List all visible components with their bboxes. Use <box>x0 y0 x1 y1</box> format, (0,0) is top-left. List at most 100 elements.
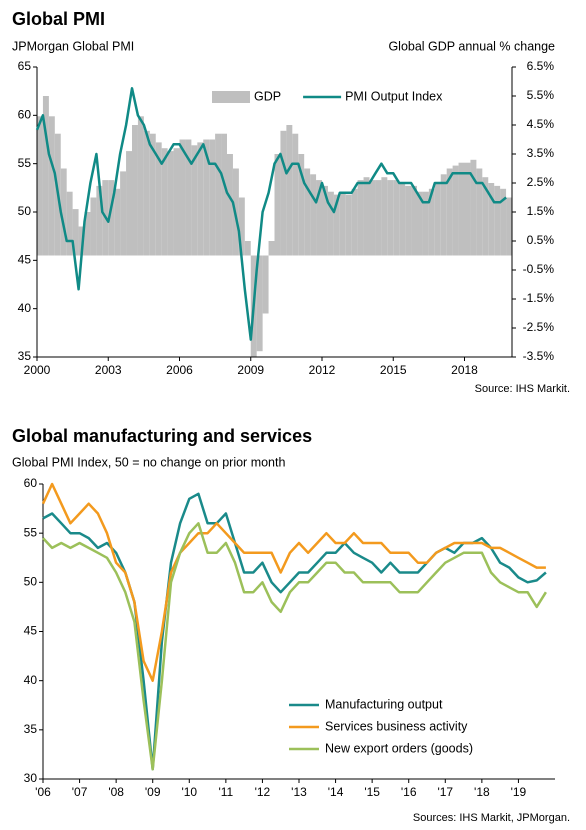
bar <box>244 241 251 256</box>
x-tick-label: '19 <box>511 785 527 799</box>
bar <box>155 142 162 256</box>
y2-tick-label: 5.5% <box>527 88 555 102</box>
bar <box>476 168 483 256</box>
bar <box>280 130 287 256</box>
x-tick-label: '08 <box>108 785 124 799</box>
bar <box>399 183 406 256</box>
legend-swatch <box>212 91 250 103</box>
legend-label: Services business activity <box>325 719 468 733</box>
x-tick-label: 2006 <box>166 363 193 377</box>
bar <box>185 139 192 256</box>
y-tick-label: 40 <box>18 301 32 315</box>
bar <box>292 133 299 256</box>
bar <box>161 148 168 256</box>
y-tick-label: 60 <box>18 108 32 122</box>
x-tick-label: 2015 <box>380 363 407 377</box>
bar <box>167 151 174 256</box>
bar <box>381 177 388 256</box>
bar <box>48 116 55 256</box>
bar <box>209 139 216 256</box>
bar <box>411 185 417 256</box>
bar <box>298 154 305 256</box>
bar <box>197 142 204 256</box>
y-axis-label: JPMorgan Global PMI <box>12 39 134 53</box>
y-tick-label: 35 <box>18 349 32 363</box>
y-tick-label: 50 <box>18 204 32 218</box>
bar <box>268 241 275 256</box>
bar <box>215 133 222 256</box>
y-tick-label: 45 <box>18 253 32 267</box>
bar <box>132 125 138 256</box>
bar <box>108 180 115 256</box>
y2-axis-label: Global GDP annual % change <box>388 39 555 53</box>
x-tick-label: 2003 <box>95 363 122 377</box>
bar <box>262 255 269 314</box>
x-tick-label: 2012 <box>309 363 336 377</box>
y2-tick-label: -0.5% <box>523 262 555 276</box>
chart-title: Global PMI <box>12 9 105 29</box>
y-tick-label: 35 <box>24 722 38 736</box>
y-tick-label: 50 <box>24 575 38 589</box>
bar <box>387 180 394 256</box>
y2-tick-label: 3.5% <box>527 146 555 160</box>
bar <box>375 180 382 256</box>
bar <box>488 183 495 256</box>
bar <box>286 125 293 256</box>
y2-tick-label: -1.5% <box>523 291 555 305</box>
line <box>42 522 547 771</box>
y-tick-label: 40 <box>24 673 38 687</box>
y-tick-label: 30 <box>24 771 38 785</box>
bar <box>37 116 43 256</box>
bar <box>345 194 352 256</box>
bar <box>227 154 233 256</box>
bar <box>78 226 85 256</box>
bar <box>500 188 507 256</box>
bar <box>221 133 227 256</box>
x-tick-label: '14 <box>328 785 344 799</box>
bar <box>72 209 79 256</box>
bar <box>440 174 447 256</box>
bar <box>405 185 412 256</box>
bar <box>114 188 121 256</box>
y-tick-label: 45 <box>24 624 38 638</box>
bar <box>256 255 263 352</box>
bar <box>126 151 132 256</box>
bar <box>66 191 73 256</box>
bar <box>434 183 441 256</box>
bar <box>191 145 198 256</box>
bar <box>274 154 281 256</box>
y2-tick-label: 1.5% <box>527 204 555 218</box>
x-tick-label: '15 <box>364 785 380 799</box>
x-tick-label: '07 <box>72 785 88 799</box>
line <box>41 482 546 682</box>
bar <box>333 194 340 256</box>
bar <box>351 188 358 256</box>
subtitle: Global PMI Index, 50 = no change on prio… <box>12 455 285 469</box>
x-tick-label: '18 <box>474 785 490 799</box>
legend-label: PMI Output Index <box>345 89 443 103</box>
y-tick-label: 60 <box>24 476 38 490</box>
bar <box>316 180 322 256</box>
bar <box>238 197 245 256</box>
y-tick-label: 55 <box>24 525 38 539</box>
y-tick-label: 65 <box>18 59 32 73</box>
bar <box>393 180 400 256</box>
x-tick-label: '17 <box>437 785 453 799</box>
source: Source: IHS Markit. <box>475 383 570 395</box>
bar <box>417 191 423 256</box>
bar <box>357 180 364 256</box>
y2-tick-label: 4.5% <box>527 117 555 131</box>
bar <box>203 139 210 256</box>
bar <box>363 177 370 256</box>
bar <box>446 168 453 256</box>
bar <box>304 168 311 256</box>
legend-label: New export orders (goods) <box>325 741 473 755</box>
y2-tick-label: -2.5% <box>523 320 555 334</box>
bar <box>84 212 91 256</box>
y2-tick-label: 6.5% <box>527 59 555 73</box>
bar <box>143 130 150 256</box>
bar <box>322 185 328 256</box>
bar <box>173 148 180 256</box>
y2-tick-label: 2.5% <box>527 175 555 189</box>
bar <box>494 185 501 256</box>
